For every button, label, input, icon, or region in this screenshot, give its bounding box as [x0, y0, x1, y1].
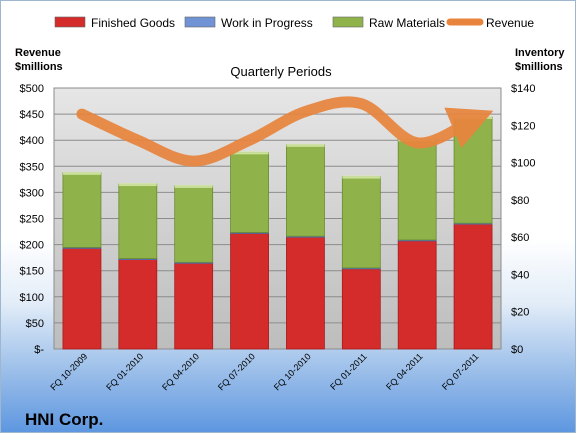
left-tick-label: $100: [20, 292, 44, 304]
left-tick-label: $50: [26, 318, 44, 330]
right-tick-label: $140: [511, 83, 535, 95]
legend-label: Work in Progress: [221, 16, 313, 30]
left-tick-label: $500: [20, 83, 44, 95]
bar-raw-materials: [286, 144, 325, 237]
right-tick-label: $100: [511, 158, 535, 170]
bar-finished-goods: [397, 240, 437, 350]
bar-top-highlight: [286, 143, 325, 147]
bar-raw-materials: [118, 183, 158, 259]
bar-top-highlight: [230, 151, 269, 155]
right-tick-label: $80: [511, 195, 529, 207]
bar-top-highlight: [174, 184, 213, 188]
right-axis-ticks: $0 $20 $40 $60 $80 $100 $120 $140: [511, 83, 535, 356]
bars: [62, 115, 493, 350]
left-tick-label: $350: [20, 161, 44, 173]
right-tick-label: $0: [511, 344, 523, 356]
right-tick-label: $20: [511, 307, 529, 319]
category-label: FQ 04-2011: [384, 351, 425, 392]
category-label: FQ 01-2010: [104, 351, 145, 392]
right-tick-label: $60: [511, 232, 529, 244]
left-tick-label: $-: [34, 344, 44, 356]
bar-finished-goods: [341, 268, 381, 350]
bar-finished-goods: [453, 223, 493, 350]
bar-finished-goods: [230, 233, 269, 350]
left-axis-title: $millions: [15, 61, 63, 73]
left-axis-title: Revenue: [15, 47, 61, 59]
revenue-line-path: [76, 96, 494, 167]
axis-titles: Revenue $millions Inventory $millions: [15, 47, 565, 73]
bar-finished-goods: [62, 247, 102, 350]
left-tick-label: $400: [20, 135, 44, 147]
right-axis-title: Inventory: [515, 47, 565, 59]
legend-label: Finished Goods: [91, 16, 175, 30]
bar-raw-materials: [62, 172, 102, 248]
bar-top-highlight: [62, 171, 101, 175]
left-tick-label: $150: [20, 266, 44, 278]
left-tick-label: $250: [20, 214, 44, 226]
legend-swatch: [184, 16, 216, 28]
left-tick-label: $300: [20, 187, 44, 199]
bar-raw-materials: [174, 185, 214, 263]
category-labels: FQ 10-2009 FQ 01-2010 FQ 04-2010 FQ 07-2010…: [48, 351, 480, 392]
revenue-line: [76, 96, 494, 167]
legend-swatch: [54, 16, 86, 28]
legend: Finished Goods Work in Progress Raw Materi…: [54, 16, 534, 30]
legend-label: Revenue: [486, 16, 534, 30]
chart-subtitle: Quarterly Periods: [230, 64, 332, 79]
left-tick-label: $450: [20, 109, 44, 121]
legend-label: Raw Materials: [369, 16, 445, 30]
category-label: FQ 10-2010: [272, 351, 313, 392]
category-label: FQ 07-2010: [216, 351, 257, 392]
bar-finished-goods: [286, 236, 325, 350]
bar-raw-materials: [230, 151, 269, 233]
left-axis-ticks: $- $50 $100 $150 $200 $250 $300 $350 $400 $450 $50…: [20, 83, 45, 356]
bar-top-highlight: [342, 175, 381, 179]
bar-finished-goods: [174, 262, 214, 350]
bar-finished-goods: [118, 259, 158, 350]
category-label: FQ 07-2011: [440, 351, 481, 392]
category-label: FQ 10-2009: [48, 351, 89, 392]
bar-raw-materials: [397, 138, 437, 241]
category-label: FQ 04-2010: [160, 351, 201, 392]
category-label: FQ 01-2011: [328, 351, 369, 392]
right-tick-label: $120: [511, 120, 535, 132]
bar-raw-materials: [341, 176, 381, 269]
bar-top-highlight: [118, 183, 157, 187]
right-axis-title: $millions: [515, 61, 563, 73]
left-tick-label: $200: [20, 240, 44, 252]
legend-swatch: [332, 16, 364, 28]
company-name: HNI Corp.: [25, 410, 103, 429]
right-tick-label: $40: [511, 269, 529, 281]
